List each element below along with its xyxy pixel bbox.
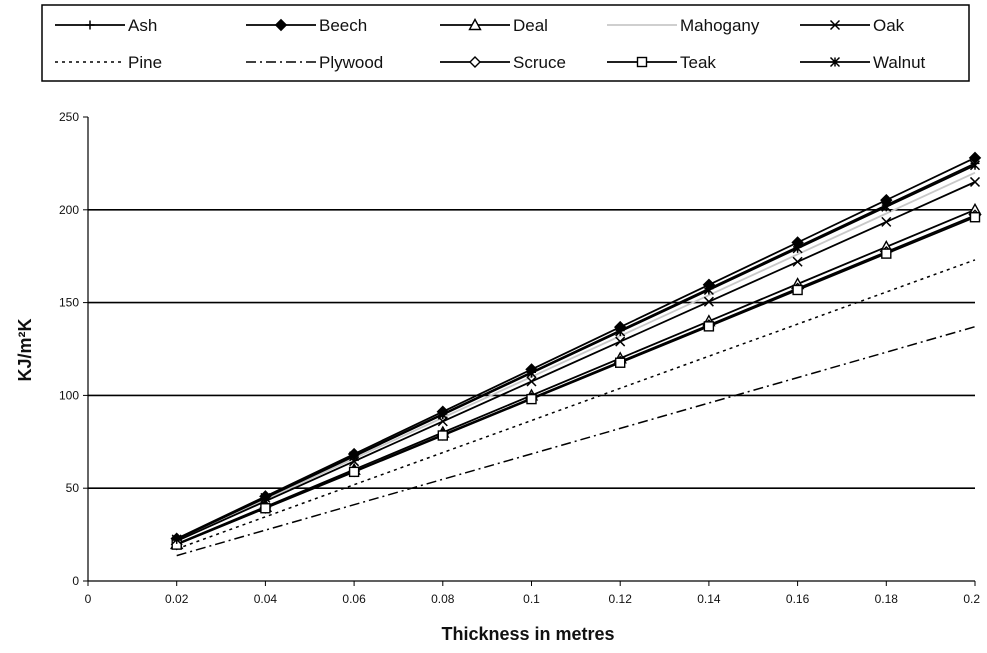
- x-axis-title: Thickness in metres: [441, 624, 614, 644]
- series-markers: [170, 151, 982, 551]
- x-tick-label: 0.06: [342, 592, 366, 606]
- y-tick-label: 50: [66, 481, 80, 495]
- series-line-teak: [176, 216, 976, 546]
- point-oak: [703, 296, 714, 307]
- legend-label-ash: Ash: [128, 16, 157, 35]
- point-walnut: [615, 326, 626, 337]
- gridlines: [88, 209, 975, 490]
- legend-box: [41, 4, 970, 82]
- point-walnut: [171, 534, 182, 545]
- point-walnut: [526, 368, 537, 379]
- y-tick-label: 0: [72, 574, 79, 588]
- x-tick-label: 0.16: [786, 592, 810, 606]
- series-line-oak: [176, 181, 976, 542]
- point-teak: [881, 248, 892, 259]
- point-walnut: [260, 492, 271, 503]
- point-teak: [792, 284, 803, 296]
- point-teak: [526, 393, 537, 405]
- x-tick-label: 0.1: [523, 592, 540, 606]
- y-tick-labels: 0 50 100 150 200 250: [59, 110, 79, 588]
- x-tick-label: 0.02: [165, 592, 189, 606]
- legend-label-teak: Teak: [680, 53, 716, 72]
- point-teak: [615, 357, 626, 368]
- legend-label-beech: Beech: [319, 16, 367, 35]
- point-teak: [260, 503, 271, 514]
- x-tick-label: 0.2: [963, 592, 980, 606]
- series-line-beech: [176, 156, 976, 540]
- legend-label-scruce: Scruce: [513, 53, 566, 72]
- point-teak: [437, 430, 448, 441]
- point-oak: [615, 336, 626, 347]
- legend-label-oak: Oak: [873, 16, 905, 35]
- legend-label-walnut: Walnut: [873, 53, 926, 72]
- legend-label-mahogany: Mahogany: [680, 16, 760, 35]
- point-teak: [703, 321, 715, 332]
- series-line-plywood: [176, 325, 976, 557]
- x-tick-label: 0.14: [697, 592, 721, 606]
- point-walnut: [349, 451, 360, 462]
- x-tick-label: 0.18: [875, 592, 899, 606]
- point-oak: [881, 216, 892, 227]
- legend-marker-deal: [468, 18, 482, 31]
- x-tick-label: 0.12: [609, 592, 633, 606]
- legend-marker-oak: [829, 19, 841, 31]
- series-lines: [176, 156, 976, 557]
- legend-marker-scruce: [469, 56, 481, 68]
- point-walnut: [881, 201, 892, 212]
- point-teak: [969, 212, 981, 223]
- x-tick-labels: 0 0.02 0.04 0.06 0.08 0.1 0.12 0.14 0.16 0.18 0.2: [85, 592, 981, 606]
- point-teak: [348, 466, 360, 478]
- point-oak: [526, 376, 537, 387]
- y-tick-label: 250: [59, 110, 79, 124]
- legend-marker-teak: [636, 56, 648, 68]
- axes: [83, 116, 976, 586]
- point-walnut: [792, 243, 803, 254]
- point-walnut: [969, 160, 981, 171]
- point-walnut: [437, 409, 448, 420]
- series-line-pine: [176, 259, 976, 550]
- x-tick-label: 0: [85, 592, 92, 606]
- series-line-mahogany: [176, 171, 976, 542]
- point-oak: [969, 176, 981, 187]
- series-line-deal: [176, 208, 976, 545]
- y-axis-title: KJ/m²K: [15, 318, 35, 381]
- point-walnut: [703, 284, 714, 296]
- legend-label-pine: Pine: [128, 53, 162, 72]
- legend-label-deal: Deal: [513, 16, 548, 35]
- y-tick-label: 100: [59, 388, 79, 402]
- point-oak: [792, 256, 803, 267]
- legend-marker-walnut: [829, 56, 841, 68]
- legend-marker-beech: [274, 18, 288, 32]
- legend-marker-ash: [85, 20, 95, 30]
- legend: Ash Beech Deal Mahogany Oak Pine Plywood Scruce…: [55, 16, 926, 72]
- y-tick-label: 150: [59, 296, 79, 310]
- series-line-walnut: [176, 164, 976, 541]
- y-tick-label: 200: [59, 203, 79, 217]
- x-tick-label: 0.08: [431, 592, 455, 606]
- legend-label-plywood: Plywood: [319, 53, 383, 72]
- x-tick-label: 0.04: [254, 592, 278, 606]
